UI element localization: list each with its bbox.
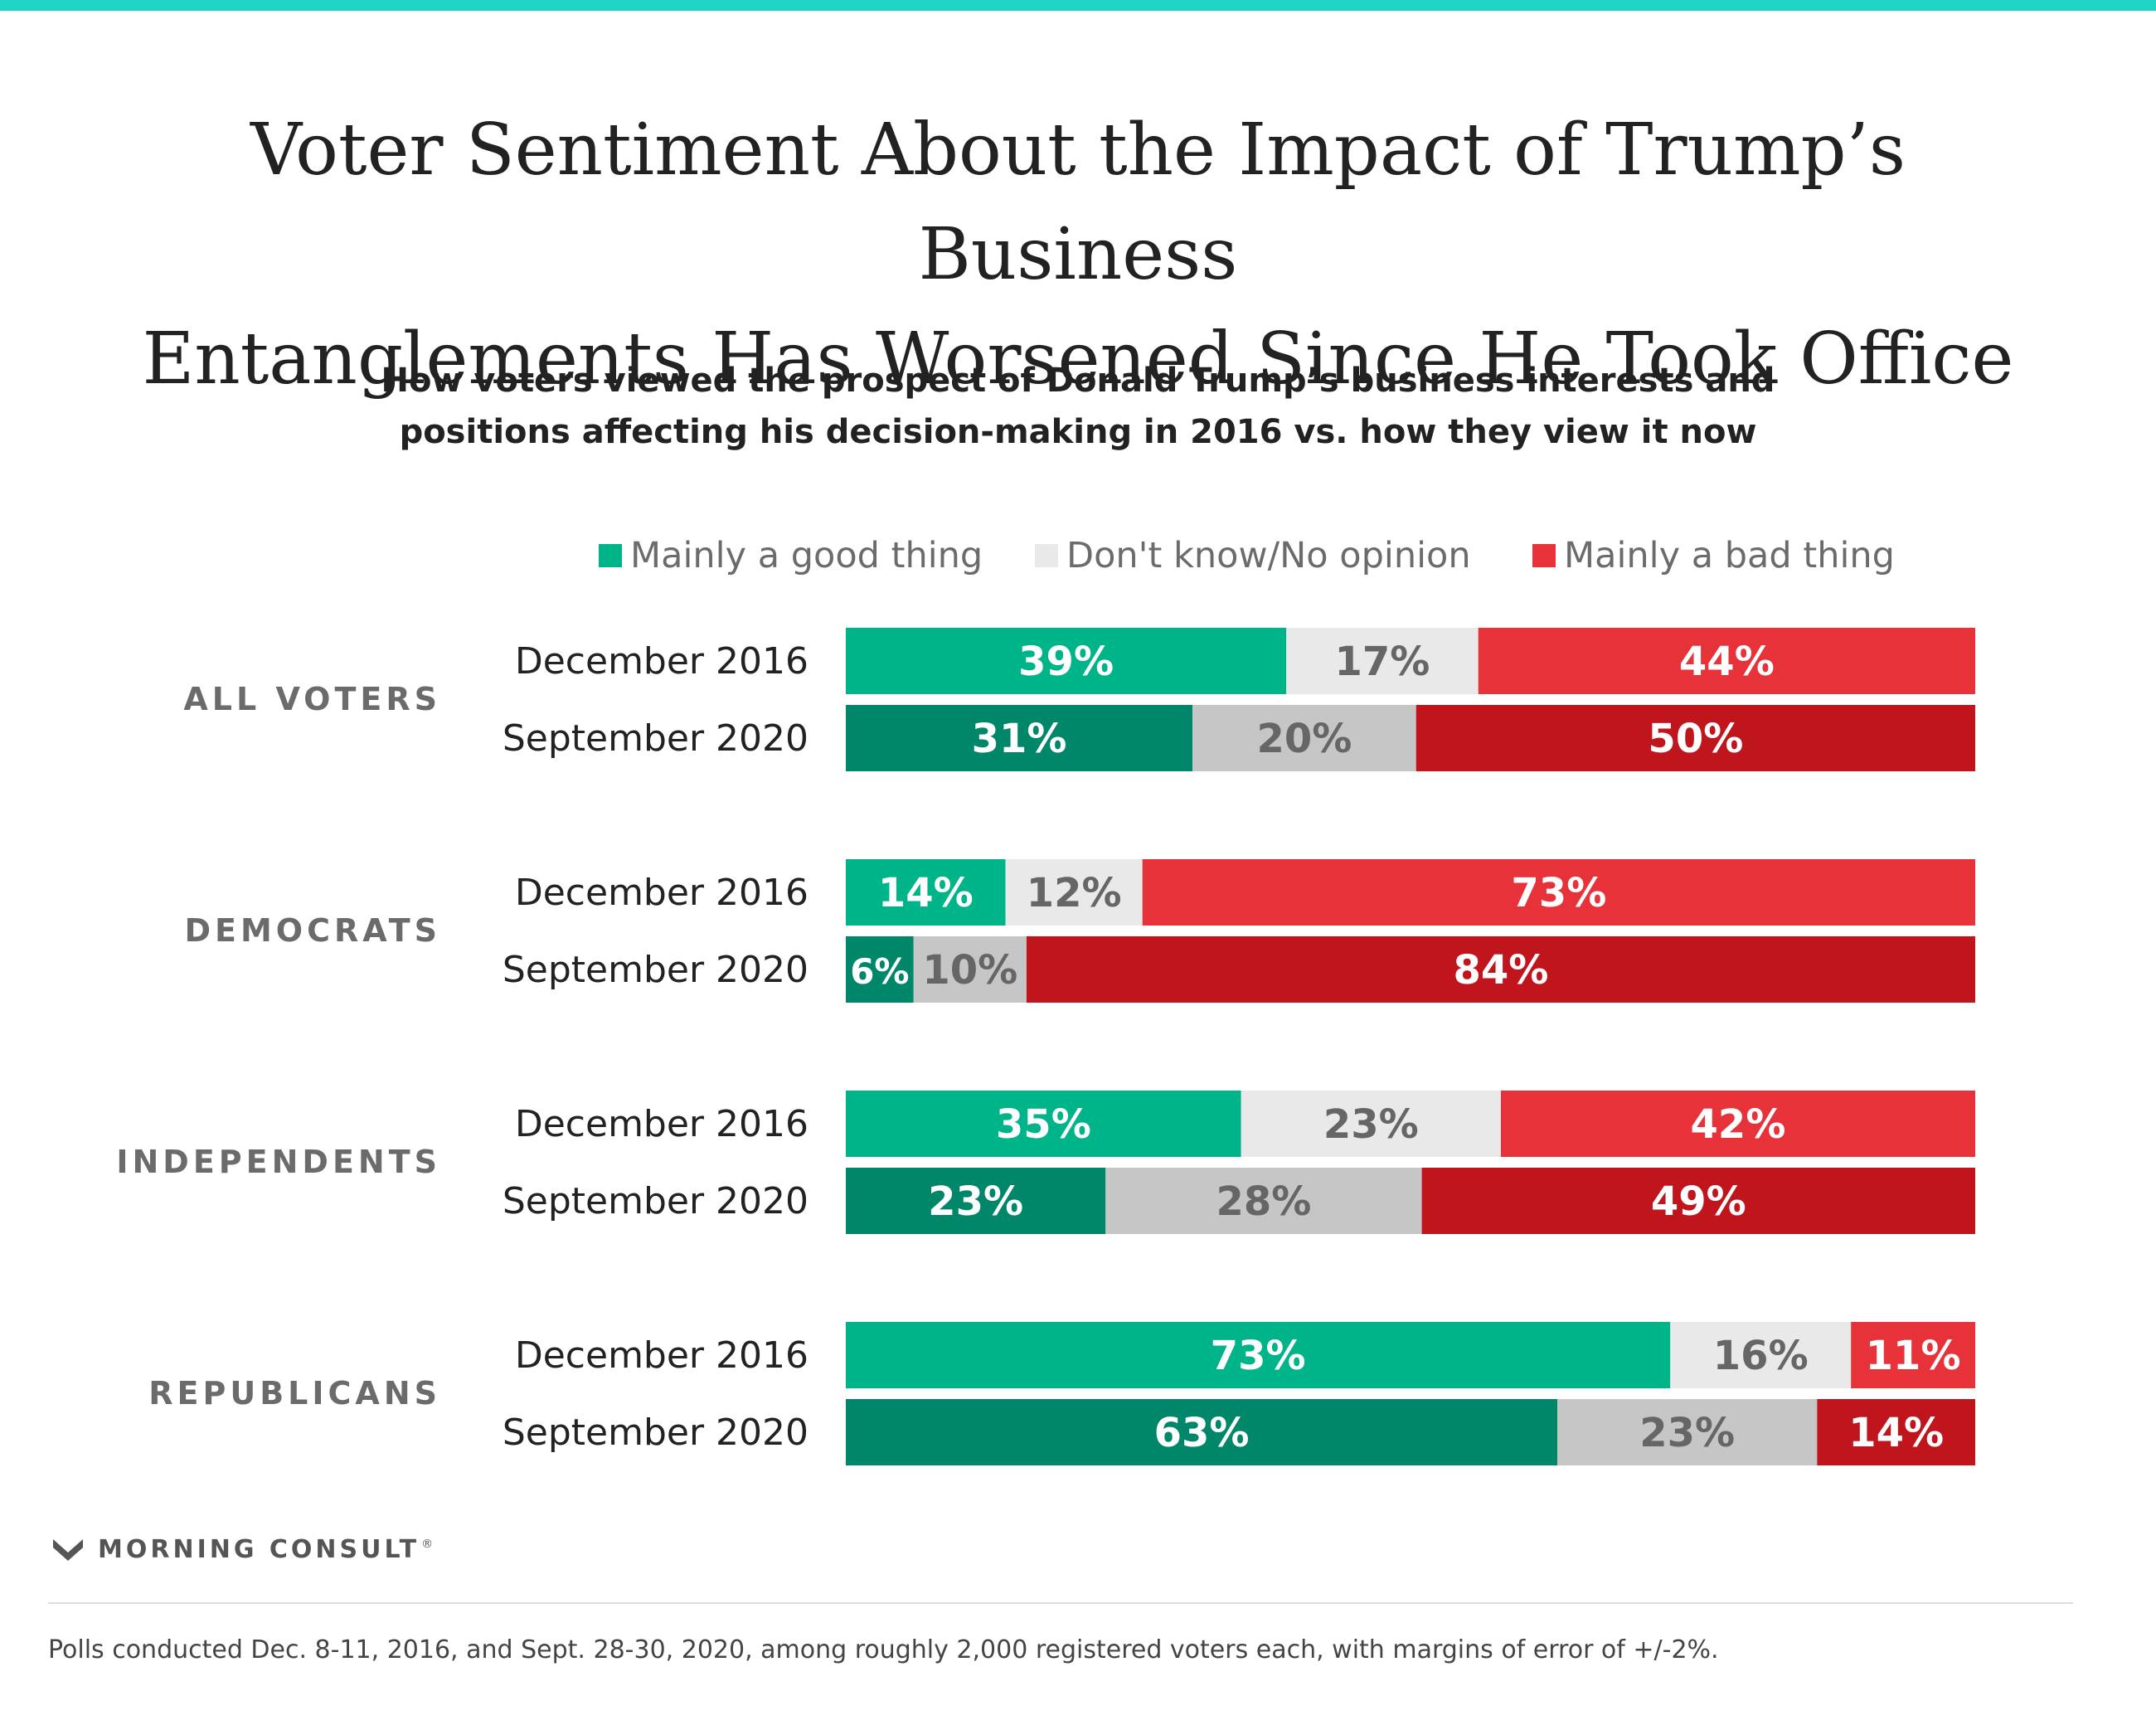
bar-segment — [1500, 1091, 1975, 1157]
chart-title: Voter Sentiment About the Impact of Trum… — [83, 98, 2073, 411]
data-label: 12% — [1027, 870, 1122, 916]
group-label: INDEPENDENTS — [116, 1144, 441, 1180]
bar-segment — [846, 936, 914, 1003]
chart-title-line-1: Voter Sentiment About the Impact of Trum… — [250, 109, 1906, 296]
footer-divider — [48, 1602, 2073, 1604]
data-label: 50% — [1648, 716, 1743, 762]
data-label: 44% — [1679, 639, 1775, 685]
row-label: September 2020 — [503, 1412, 808, 1454]
bar-segment — [1415, 705, 1975, 771]
row-label: September 2020 — [503, 949, 808, 991]
data-label: 23% — [1323, 1101, 1419, 1148]
bar-segment — [1557, 1399, 1818, 1465]
data-label: 11% — [1866, 1333, 1961, 1379]
bar-segment — [1851, 1322, 1975, 1388]
bar-segment — [846, 628, 1287, 694]
brand-logo-group: MORNING CONSULT ® — [51, 1533, 434, 1566]
legend-swatch-2 — [1035, 544, 1058, 567]
bar-segment — [846, 859, 1006, 926]
data-label: 10% — [922, 947, 1017, 994]
bar-segment — [846, 1322, 1671, 1388]
bar-segment — [846, 1399, 1558, 1465]
chart-subtitle-line-2: positions affecting his decision-making … — [399, 413, 1757, 451]
bar-segment — [846, 1168, 1106, 1234]
morning-consult-logo-icon — [53, 1539, 83, 1561]
data-label: 14% — [878, 870, 974, 916]
bar-segment — [1105, 1168, 1422, 1234]
legend-swatch-1 — [599, 544, 622, 567]
data-label: 14% — [1848, 1410, 1944, 1456]
data-label: 73% — [1211, 1333, 1306, 1379]
data-label: 6% — [850, 951, 909, 992]
top-accent-bar — [0, 0, 2156, 11]
legend-swatch-3 — [1532, 544, 1556, 567]
bar-segment — [1670, 1322, 1852, 1388]
bar-segment — [1241, 1091, 1501, 1157]
legend-label-3: Mainly a bad thing — [1564, 535, 1895, 576]
row-label: December 2016 — [515, 640, 808, 683]
row-label: December 2016 — [515, 1334, 808, 1377]
bar-segment — [1142, 859, 1975, 926]
data-label: 84% — [1454, 947, 1549, 994]
chart-subtitle: How voters viewed the prospect of Donald… — [166, 355, 1990, 458]
bar-segment — [1817, 1399, 1975, 1465]
data-label: 49% — [1651, 1178, 1746, 1225]
data-label: 39% — [1018, 639, 1114, 685]
data-label: 42% — [1691, 1101, 1786, 1148]
bar-segment — [1026, 936, 1975, 1003]
data-label: 23% — [1639, 1410, 1735, 1456]
row-label: September 2020 — [503, 1180, 808, 1222]
data-label: 28% — [1216, 1178, 1311, 1225]
group-label: DEMOCRATS — [184, 912, 441, 949]
chart-subtitle-line-1: How voters viewed the prospect of Donald… — [381, 362, 1775, 400]
brand-registered-mark: ® — [421, 1538, 434, 1551]
bar-segment — [846, 1091, 1241, 1157]
bar-segment — [1286, 628, 1479, 694]
data-label: 73% — [1511, 870, 1606, 916]
bar-segment — [1421, 1168, 1975, 1234]
stacked-bar-chart: Mainly a good thing Don't know/No opinion… — [116, 535, 1975, 1465]
bar-segment — [913, 936, 1027, 1003]
legend-label-2: Don't know/No opinion — [1066, 535, 1471, 576]
data-label: 63% — [1154, 1410, 1250, 1456]
data-label: 16% — [1713, 1333, 1809, 1379]
group-label: REPUBLICANS — [148, 1375, 441, 1412]
bar-segment — [1005, 859, 1143, 926]
bar-segment — [1192, 705, 1416, 771]
data-label: 35% — [996, 1101, 1091, 1148]
bar-segment — [1478, 628, 1975, 694]
group-label: ALL VOTERS — [183, 681, 441, 717]
data-label: 31% — [972, 716, 1067, 762]
row-label: December 2016 — [515, 872, 808, 914]
row-label: September 2020 — [503, 717, 808, 760]
data-label: 23% — [928, 1178, 1023, 1225]
brand-name: MORNING CONSULT — [98, 1534, 420, 1564]
row-label: December 2016 — [515, 1103, 808, 1145]
chart-title-line-2: Entanglements Has Worsened Since He Took… — [142, 318, 2014, 401]
data-label: 17% — [1335, 639, 1430, 685]
legend-label-1: Mainly a good thing — [630, 535, 983, 576]
data-label: 20% — [1256, 716, 1352, 762]
bar-segment — [846, 705, 1193, 771]
footnote: Polls conducted Dec. 8-11, 2016, and Sep… — [48, 1635, 1719, 1664]
